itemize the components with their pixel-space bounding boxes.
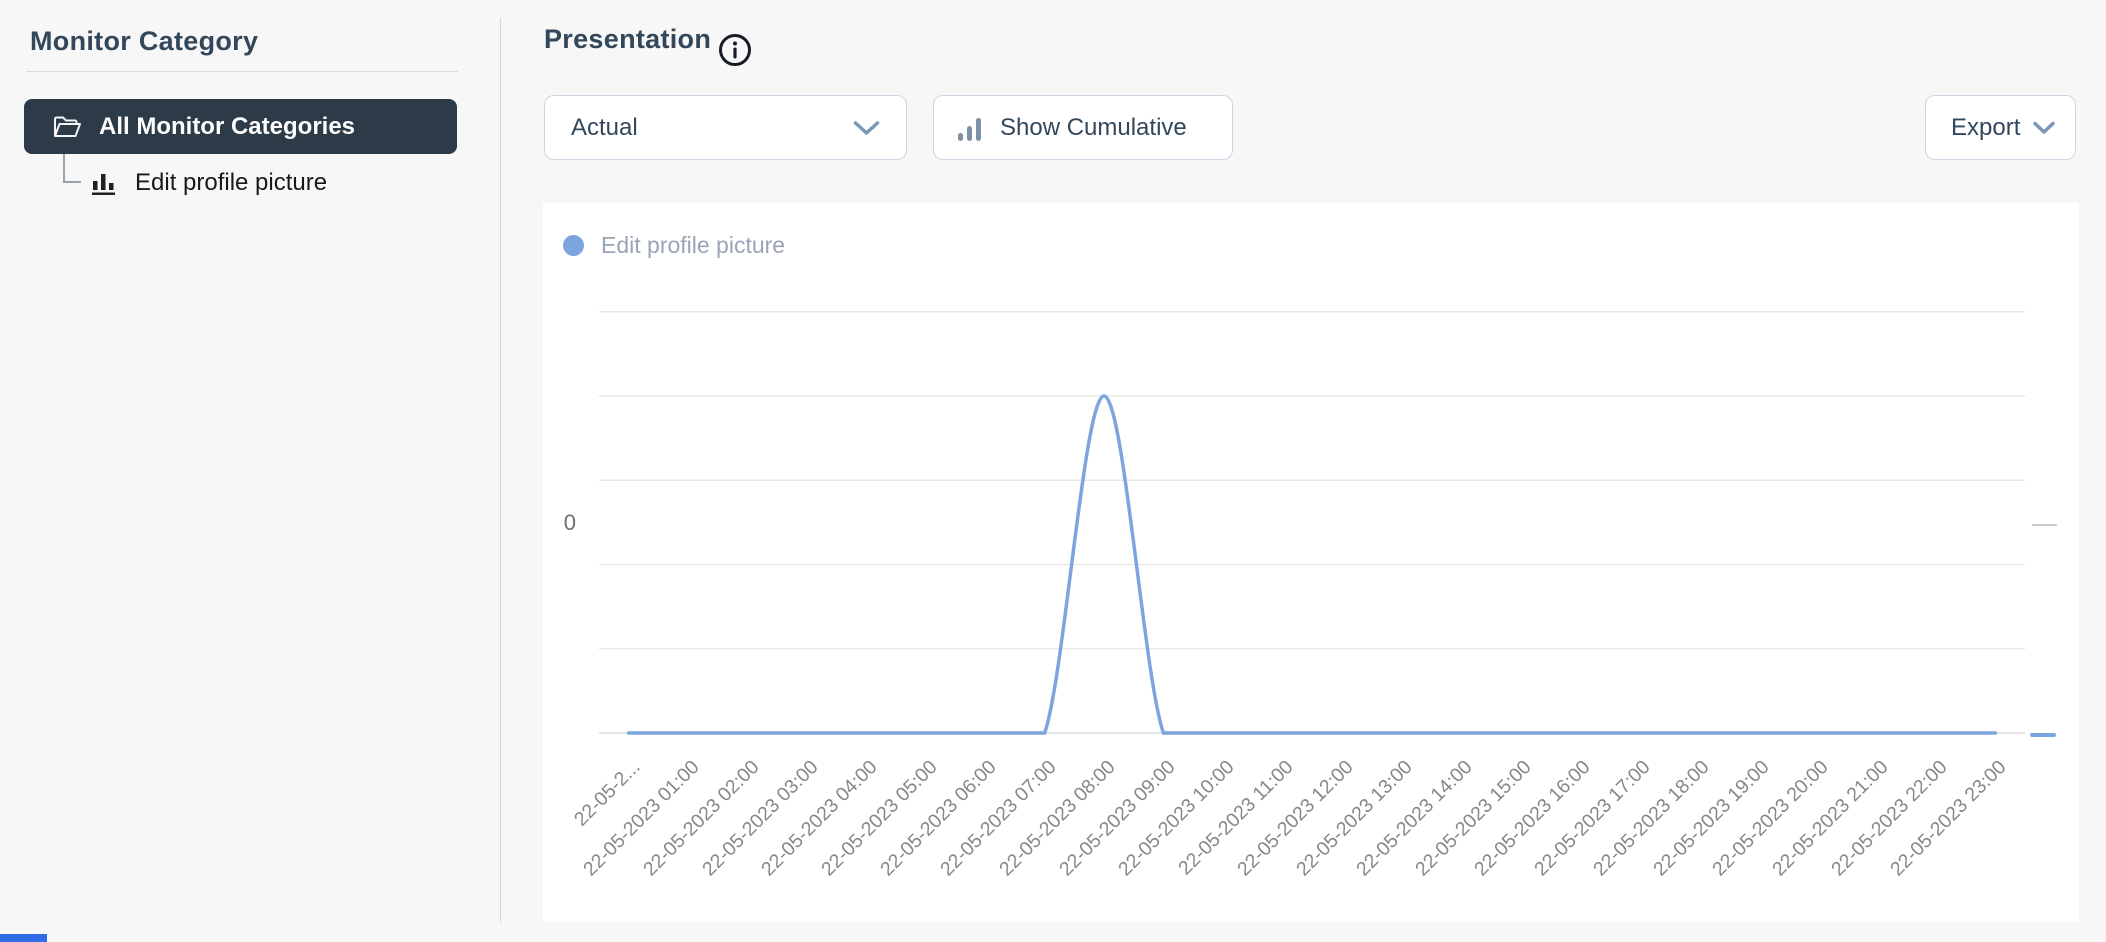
legend-label: Edit profile picture	[601, 232, 786, 258]
info-icon[interactable]	[718, 33, 752, 67]
column-chart-icon	[955, 112, 985, 144]
show-cumulative-label: Show Cumulative	[1000, 113, 1187, 141]
folder-open-icon	[53, 115, 81, 139]
chevron-down-icon	[2033, 121, 2056, 135]
series-end-dash	[2030, 733, 2056, 737]
tree-connector-vertical	[63, 154, 65, 182]
corner-widget-fragment	[0, 934, 47, 942]
sidebar-item-label: All Monitor Categories	[99, 112, 356, 140]
sidebar-title: Monitor Category	[30, 26, 259, 56]
show-cumulative-button[interactable]: Show Cumulative	[933, 95, 1233, 160]
export-label: Export	[1951, 113, 2021, 141]
sidebar-main-divider	[500, 18, 501, 923]
page-title: Presentation	[544, 24, 712, 54]
bar-chart-icon	[90, 169, 118, 197]
chevron-down-icon	[853, 120, 880, 136]
presentation-select[interactable]: Actual	[544, 95, 907, 160]
sidebar-title-divider	[26, 71, 458, 72]
y-axis-right-tick	[2032, 524, 2057, 526]
legend-dot	[563, 235, 584, 256]
sidebar-item-label: Edit profile picture	[135, 169, 328, 196]
presentation-select-value: Actual	[571, 113, 638, 141]
y-axis-label: 0	[563, 510, 576, 535]
legend-item-edit-profile-picture[interactable]: Edit profile picture	[563, 232, 785, 259]
sidebar-item-edit-profile-picture[interactable]: Edit profile picture	[90, 163, 327, 203]
tree-connector-horizontal	[63, 181, 81, 183]
export-button[interactable]: Export	[1925, 95, 2076, 160]
sidebar-item-all-monitor-categories[interactable]: All Monitor Categories	[24, 99, 457, 154]
